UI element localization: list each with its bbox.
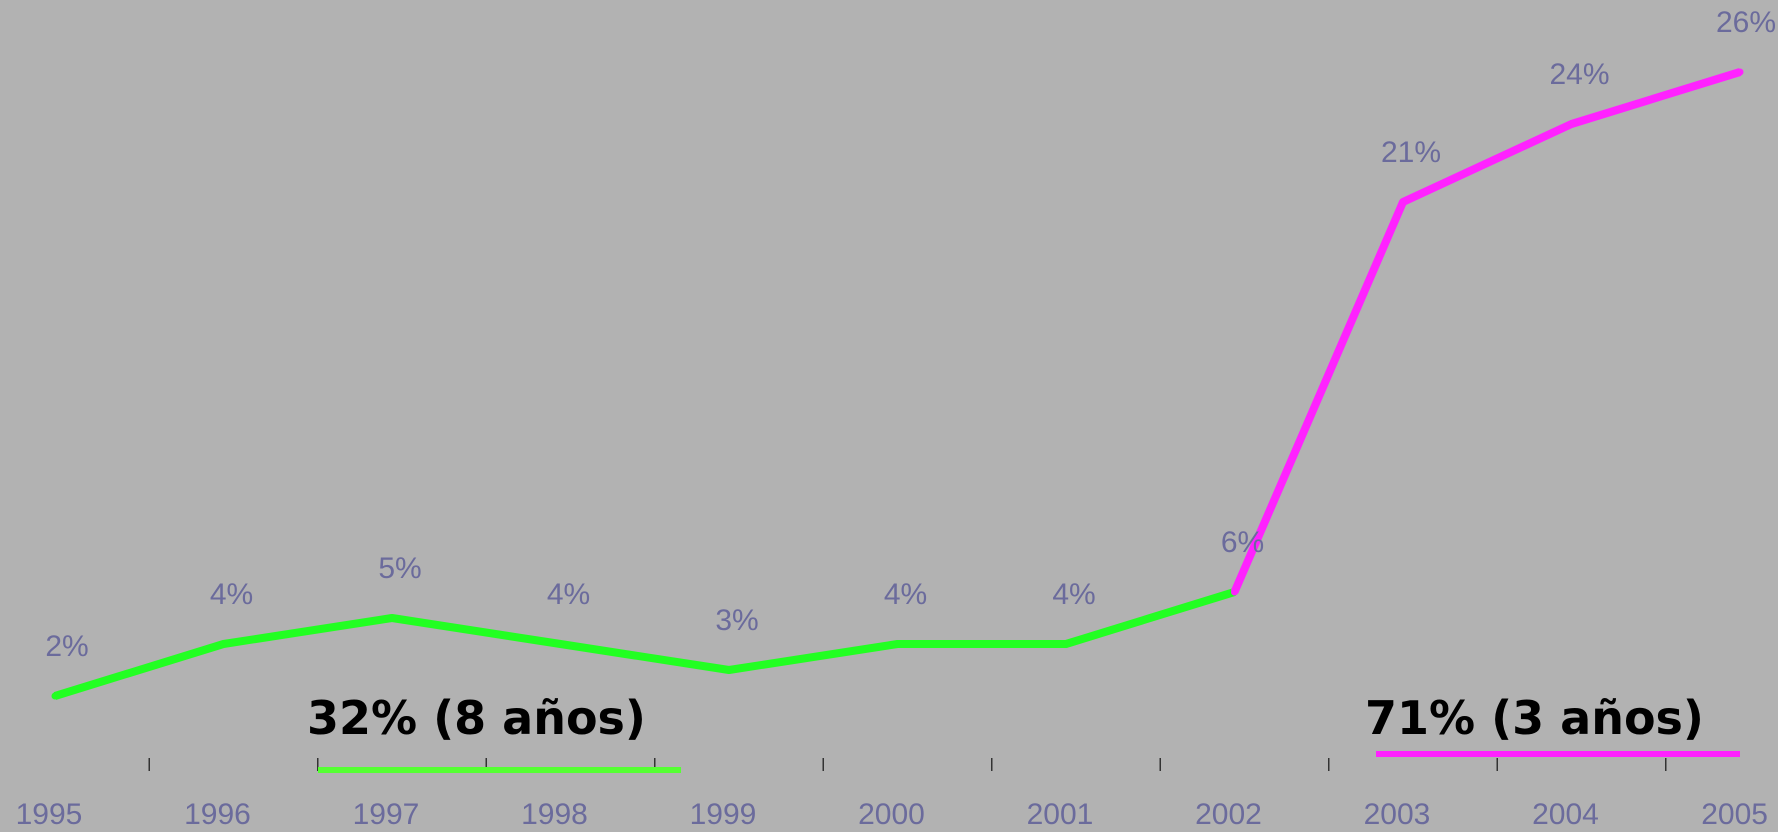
data-label-2003: 21% xyxy=(1381,136,1441,169)
series-line-2 xyxy=(1230,68,1742,594)
x-axis-label-2004: 2004 xyxy=(1532,798,1599,831)
data-label-2002: 6% xyxy=(1221,526,1264,559)
data-label-1998: 4% xyxy=(547,578,590,611)
x-axis-label-1999: 1999 xyxy=(690,798,757,831)
data-point xyxy=(1399,198,1407,206)
x-axis-label-2005: 2005 xyxy=(1701,798,1768,831)
data-point xyxy=(557,640,564,648)
data-point xyxy=(725,666,733,674)
x-axis-label-1998: 1998 xyxy=(521,798,588,831)
x-axis-label-2001: 2001 xyxy=(1027,798,1094,831)
data-label-1995: 2% xyxy=(45,630,88,663)
data-label-2000: 4% xyxy=(884,578,927,611)
data-label-2004: 24% xyxy=(1549,58,1609,91)
data-point xyxy=(51,692,59,700)
data-point xyxy=(1231,588,1238,596)
data-point xyxy=(1568,120,1575,128)
x-axis-label-2000: 2000 xyxy=(858,798,925,831)
data-point xyxy=(1736,68,1744,76)
summary-label-1995-2002: 32% (8 años) xyxy=(307,691,646,745)
summary-annotations: 32% (8 años) 71% (3 años) xyxy=(307,691,1740,773)
x-axis-label-1995: 1995 xyxy=(16,798,83,831)
x-axis-label-2002: 2002 xyxy=(1195,798,1262,831)
data-point xyxy=(388,614,396,622)
summary-label-2003-2005: 71% (3 años) xyxy=(1365,691,1704,745)
x-axis-ticks xyxy=(148,758,1667,771)
data-label-1997: 5% xyxy=(378,552,421,585)
data-label-1996: 4% xyxy=(210,578,253,611)
x-axis-labels: 1995 1996 1997 1998 1999 2000 2001 2002 2003 2004… xyxy=(16,798,1768,831)
data-labels: 2% 4% 5% 4% 3% 4% 4% 6% 21% 24% 26% xyxy=(45,6,1776,663)
x-axis-label-1996: 1996 xyxy=(184,798,251,831)
data-label-1999: 3% xyxy=(715,604,758,637)
series-line-1 xyxy=(53,588,1236,700)
data-point xyxy=(1062,640,1070,648)
series-lines xyxy=(51,68,1744,700)
x-axis-label-2003: 2003 xyxy=(1364,798,1431,831)
data-label-2005: 26% xyxy=(1716,6,1776,39)
data-label-2001: 4% xyxy=(1052,578,1095,611)
data-point xyxy=(894,640,901,648)
x-axis-label-1997: 1997 xyxy=(353,798,420,831)
data-point xyxy=(220,640,227,648)
